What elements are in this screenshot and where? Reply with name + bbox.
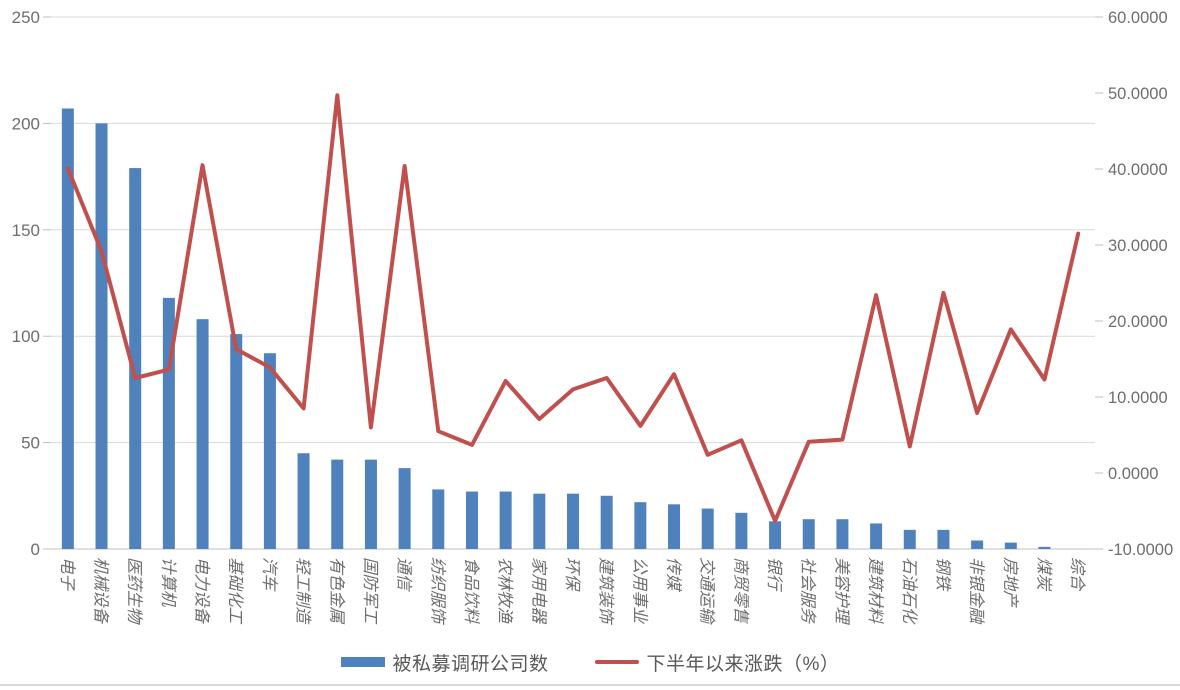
x-axis-category-label: 交通运输	[698, 557, 717, 626]
bar-美容护理	[836, 519, 849, 549]
x-axis-category-label: 通信	[395, 557, 413, 593]
x-axis-category-label: 轻工制造	[294, 557, 312, 625]
left-axis-tick-label: 50	[21, 434, 40, 453]
x-axis-category-label: 钢铁	[934, 557, 952, 593]
bar-钢铁	[937, 529, 950, 549]
bar-社会服务	[802, 519, 815, 549]
bar-轻工制造	[297, 453, 310, 549]
right-axis-tick-label: 20.0000	[1108, 313, 1168, 331]
bar-通信	[398, 468, 411, 549]
x-axis-category-label: 美容护理	[832, 557, 850, 626]
bar-环保	[567, 493, 579, 549]
x-axis-category-label: 环保	[563, 557, 581, 593]
x-axis-category-label: 银行	[765, 557, 783, 593]
x-axis-category-label: 传媒	[664, 557, 682, 593]
left-axis-tick-label: 250	[12, 8, 40, 27]
bar-商贸零售	[735, 512, 748, 549]
x-axis-category-label: 食品饮料	[462, 557, 480, 625]
right-axis-tick-label: 60.0000	[1108, 9, 1168, 27]
bar-建筑材料	[870, 523, 883, 549]
bar-传媒	[668, 504, 681, 549]
x-axis-category-label: 非银金融	[967, 557, 986, 625]
bar-石油石化	[903, 529, 916, 549]
line-series-path	[65, 93, 1081, 523]
x-axis-category-label: 家用电器	[529, 557, 547, 625]
x-axis-category-label: 房地产	[1001, 557, 1019, 608]
x-axis-category-label: 计算机	[159, 557, 177, 607]
legend-bar-series-label: 被私募调研公司数	[392, 653, 549, 675]
left-axis-tick-label: 150	[12, 221, 40, 240]
x-axis-category-label: 社会服务	[799, 557, 817, 625]
x-axis-category-label: 公用事业	[630, 557, 648, 625]
legend-item-line-series: 下半年以来涨跌（%）	[594, 649, 840, 676]
right-axis-tick-label: -10.0000	[1108, 541, 1173, 559]
bar-公用事业	[634, 502, 647, 549]
x-axis-category-label: 纺织服饰	[428, 557, 446, 626]
bar-交通运输	[701, 508, 714, 549]
bar-银行	[769, 521, 782, 549]
legend-line-series-label: 下半年以来涨跌（%）	[646, 653, 840, 675]
x-axis-category-label: 汽车	[260, 557, 278, 593]
x-axis-category-label: 医药生物	[125, 557, 143, 626]
x-axis-category-label: 综合	[1068, 557, 1086, 593]
bar-电力设备	[196, 319, 209, 549]
bar-机械设备	[95, 123, 108, 550]
bar-汽车	[263, 353, 276, 549]
x-axis-category-label: 电子	[58, 557, 76, 592]
x-axis-category-label: 建筑材料	[866, 557, 884, 625]
bar-医药生物	[129, 168, 142, 549]
bar-建筑装饰	[600, 495, 613, 549]
bar-农林牧渔	[499, 491, 512, 549]
x-axis-category-label: 石油石化	[900, 557, 918, 626]
x-axis-category-label: 建筑装饰	[597, 557, 615, 626]
bar-房地产	[1004, 542, 1017, 549]
chart-legend: 被私募调研公司数 下半年以来涨跌（%）	[0, 646, 1180, 678]
left-axis-tick-label: 100	[12, 327, 40, 346]
bar-国防军工	[364, 459, 377, 549]
bar-series-swatch-icon	[340, 657, 385, 667]
left-axis-tick-label: 0	[31, 540, 40, 559]
x-axis-category-label: 电力设备	[193, 557, 211, 625]
bar-非银金融	[971, 540, 984, 549]
bar-有色金属	[331, 459, 344, 549]
bar-家用电器	[533, 493, 546, 549]
x-axis-category-label: 基础化工	[226, 557, 244, 625]
x-axis-category-label: 有色金属	[327, 557, 346, 625]
x-axis-category-label: 机械设备	[92, 557, 110, 625]
x-axis-category-label: 商贸零售	[731, 557, 749, 625]
right-axis-tick-label: 40.0000	[1108, 161, 1168, 179]
line-series-swatch-icon	[594, 660, 639, 664]
x-axis-category-label: 国防军工	[361, 557, 379, 625]
x-axis-category-label: 煤炭	[1035, 557, 1053, 592]
x-axis-category-label: 农林牧渔	[496, 557, 514, 625]
bar-煤炭	[1038, 546, 1051, 549]
right-axis-tick-label: 0.0000	[1108, 465, 1158, 483]
chart-bottom-border	[0, 684, 1180, 686]
bar-食品饮料	[465, 491, 478, 549]
bar-纺织服饰	[432, 489, 445, 549]
bar-基础化工	[230, 334, 243, 549]
right-axis-tick-label: 10.0000	[1108, 389, 1168, 407]
left-axis-tick-label: 200	[12, 114, 40, 133]
right-axis-tick-label: 50.0000	[1108, 85, 1168, 103]
bar-电子	[61, 108, 74, 549]
right-axis-tick-label: 30.0000	[1108, 237, 1168, 255]
legend-item-bar-series: 被私募调研公司数	[340, 649, 549, 676]
